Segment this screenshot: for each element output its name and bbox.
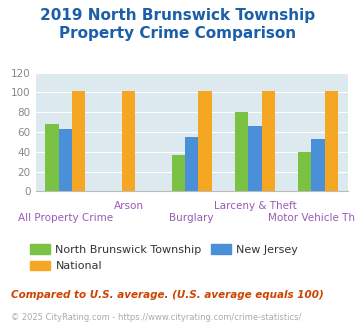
Bar: [325, 91, 338, 191]
Bar: [72, 91, 85, 191]
Bar: [185, 137, 198, 191]
Text: Arson: Arson: [114, 201, 143, 211]
Text: 2019 North Brunswick Township
Property Crime Comparison: 2019 North Brunswick Township Property C…: [40, 8, 315, 41]
Bar: [235, 112, 248, 191]
Bar: [311, 139, 325, 191]
Bar: [248, 126, 262, 191]
Text: © 2025 CityRating.com - https://www.cityrating.com/crime-statistics/: © 2025 CityRating.com - https://www.city…: [11, 313, 301, 322]
Text: Motor Vehicle Theft: Motor Vehicle Theft: [268, 213, 355, 223]
Bar: [59, 129, 72, 191]
Text: All Property Crime: All Property Crime: [18, 213, 113, 223]
Text: Burglary: Burglary: [169, 213, 214, 223]
Bar: [198, 91, 212, 191]
Bar: [122, 91, 135, 191]
Legend: North Brunswick Township, National, New Jersey: North Brunswick Township, National, New …: [26, 240, 302, 276]
Bar: [262, 91, 275, 191]
Bar: [171, 155, 185, 191]
Bar: [298, 152, 311, 191]
Text: Compared to U.S. average. (U.S. average equals 100): Compared to U.S. average. (U.S. average …: [11, 290, 323, 300]
Text: Larceny & Theft: Larceny & Theft: [214, 201, 296, 211]
Bar: [45, 124, 59, 191]
